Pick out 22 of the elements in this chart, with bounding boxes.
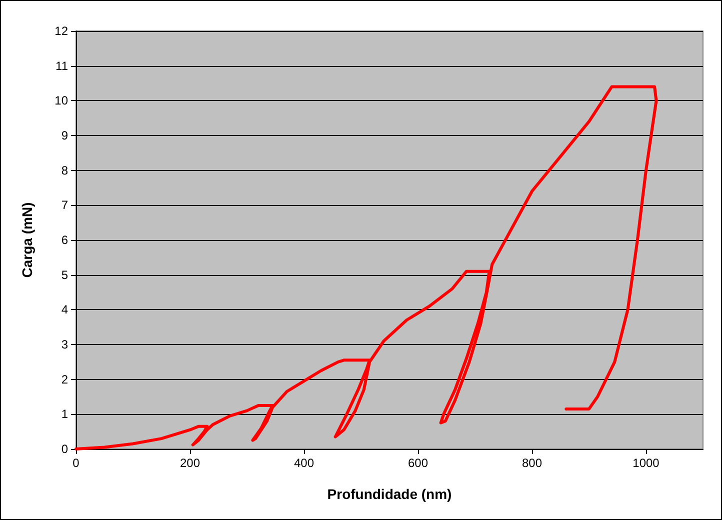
y-tick-label: 5 bbox=[61, 268, 68, 282]
y-tick-label: 6 bbox=[61, 233, 68, 247]
y-tick-label: 1 bbox=[61, 407, 68, 422]
y-tick-label: 8 bbox=[61, 163, 68, 178]
y-tick-label: 0 bbox=[61, 442, 68, 456]
x-tick-label: 400 bbox=[294, 456, 314, 470]
x-tick-label: 600 bbox=[408, 456, 428, 470]
y-tick-label: 7 bbox=[61, 198, 68, 212]
y-tick-label: 9 bbox=[61, 128, 68, 142]
line-series bbox=[74, 85, 658, 450]
x-tick-label: 800 bbox=[522, 456, 542, 470]
y-tick-label: 11 bbox=[56, 58, 68, 73]
y-axis-title: Carga (mN) bbox=[19, 202, 35, 278]
y-tick-label: 10 bbox=[54, 94, 68, 108]
x-tick-label: 200 bbox=[180, 456, 200, 470]
x-tick-label: 1000 bbox=[632, 456, 660, 470]
x-axis-title: Profundidade (nm) bbox=[327, 486, 452, 502]
y-tick-label: 12 bbox=[54, 24, 68, 38]
y-tick-label: 2 bbox=[61, 372, 68, 386]
x-tick-label: 0 bbox=[72, 456, 80, 470]
y-tick-label: 3 bbox=[61, 338, 68, 352]
y-tick-label: 4 bbox=[61, 302, 68, 317]
